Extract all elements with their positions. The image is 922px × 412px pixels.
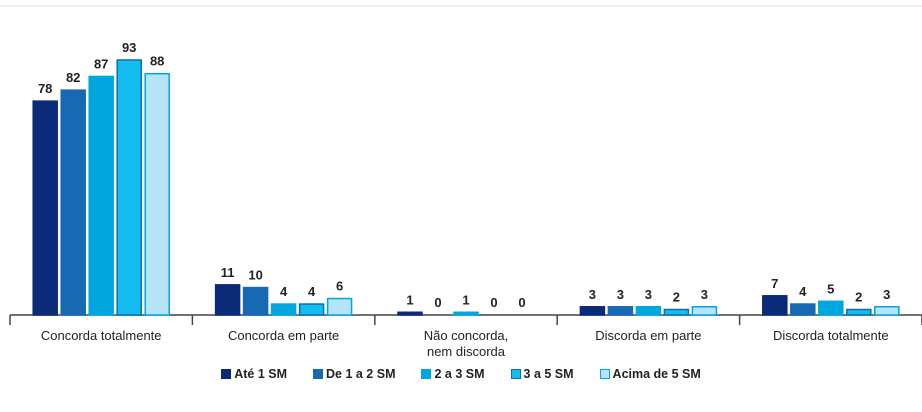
bar [214, 284, 241, 316]
value-label: 10 [248, 268, 262, 283]
value-label: 2 [855, 290, 862, 305]
bar [762, 295, 788, 316]
value-label: 4 [280, 284, 288, 299]
legend-label: De 1 a 2 SM [326, 367, 396, 381]
bar [326, 297, 353, 316]
legend-label: Acima de 5 SM [612, 367, 701, 381]
legend-item: Até 1 SM [221, 367, 287, 381]
legend-item: De 1 a 2 SM [313, 367, 395, 381]
value-label: 3 [701, 287, 708, 302]
x-tick-label: Discorda em parte [595, 328, 702, 343]
legend-swatch [421, 369, 432, 379]
bar [790, 303, 816, 316]
bar [663, 308, 690, 316]
legend-swatch [313, 369, 323, 379]
value-label: 0 [490, 295, 497, 310]
value-label: 82 [66, 70, 80, 85]
value-label: 6 [336, 279, 343, 294]
value-label: 3 [883, 287, 890, 302]
bar [635, 306, 662, 316]
value-label: 3 [645, 287, 652, 302]
value-label: 1 [462, 292, 469, 307]
x-tick-label: Concorda totalmente [40, 328, 162, 343]
bar [298, 303, 325, 316]
value-label: 0 [434, 295, 441, 310]
bar [453, 311, 479, 316]
value-label: 4 [308, 284, 316, 299]
value-label: 88 [150, 54, 164, 69]
value-label: 87 [94, 56, 108, 71]
bar [60, 89, 86, 316]
bar [579, 306, 606, 316]
value-label: 7 [771, 276, 778, 291]
x-tick-label: Não concorda, nem discorda [423, 328, 509, 359]
bar [242, 286, 269, 316]
bar [397, 311, 423, 316]
legend-label: 2 a 3 SM [434, 367, 485, 381]
legend-item: 3 a 5 SM [510, 367, 574, 381]
bar [144, 72, 170, 316]
value-label: 2 [673, 290, 680, 305]
legend-swatch [510, 369, 521, 379]
bar [874, 306, 900, 316]
bar [88, 75, 114, 316]
bar [818, 300, 844, 316]
legend-swatch [221, 369, 232, 379]
value-label: 78 [38, 81, 52, 96]
x-tick-label: Concorda em parte [227, 328, 340, 343]
legend: Até 1 SM De 1 a 2 SM 2 a 3 SM 3 a 5 SM Acima… [0, 367, 922, 381]
legend-label: Até 1 SM [234, 367, 287, 381]
value-label: 93 [122, 40, 136, 55]
value-label: 3 [617, 287, 624, 302]
bar [270, 303, 297, 316]
bar [846, 308, 872, 316]
legend-label: 3 a 5 SM [523, 367, 574, 381]
bar [32, 100, 58, 316]
value-label: 4 [799, 284, 807, 299]
value-label: 11 [221, 265, 235, 280]
legend-item: Acima de 5 SM [599, 367, 701, 381]
bar [607, 306, 634, 316]
value-label: 3 [589, 287, 596, 302]
value-label: 1 [406, 292, 413, 307]
bar [691, 306, 718, 316]
legend-item: 2 a 3 SM [421, 367, 485, 381]
x-tick-label: Discorda totalmente [772, 328, 889, 343]
legend-swatch [599, 369, 610, 379]
value-label: 5 [827, 281, 834, 296]
bar [116, 59, 142, 316]
value-label: 0 [518, 295, 525, 310]
